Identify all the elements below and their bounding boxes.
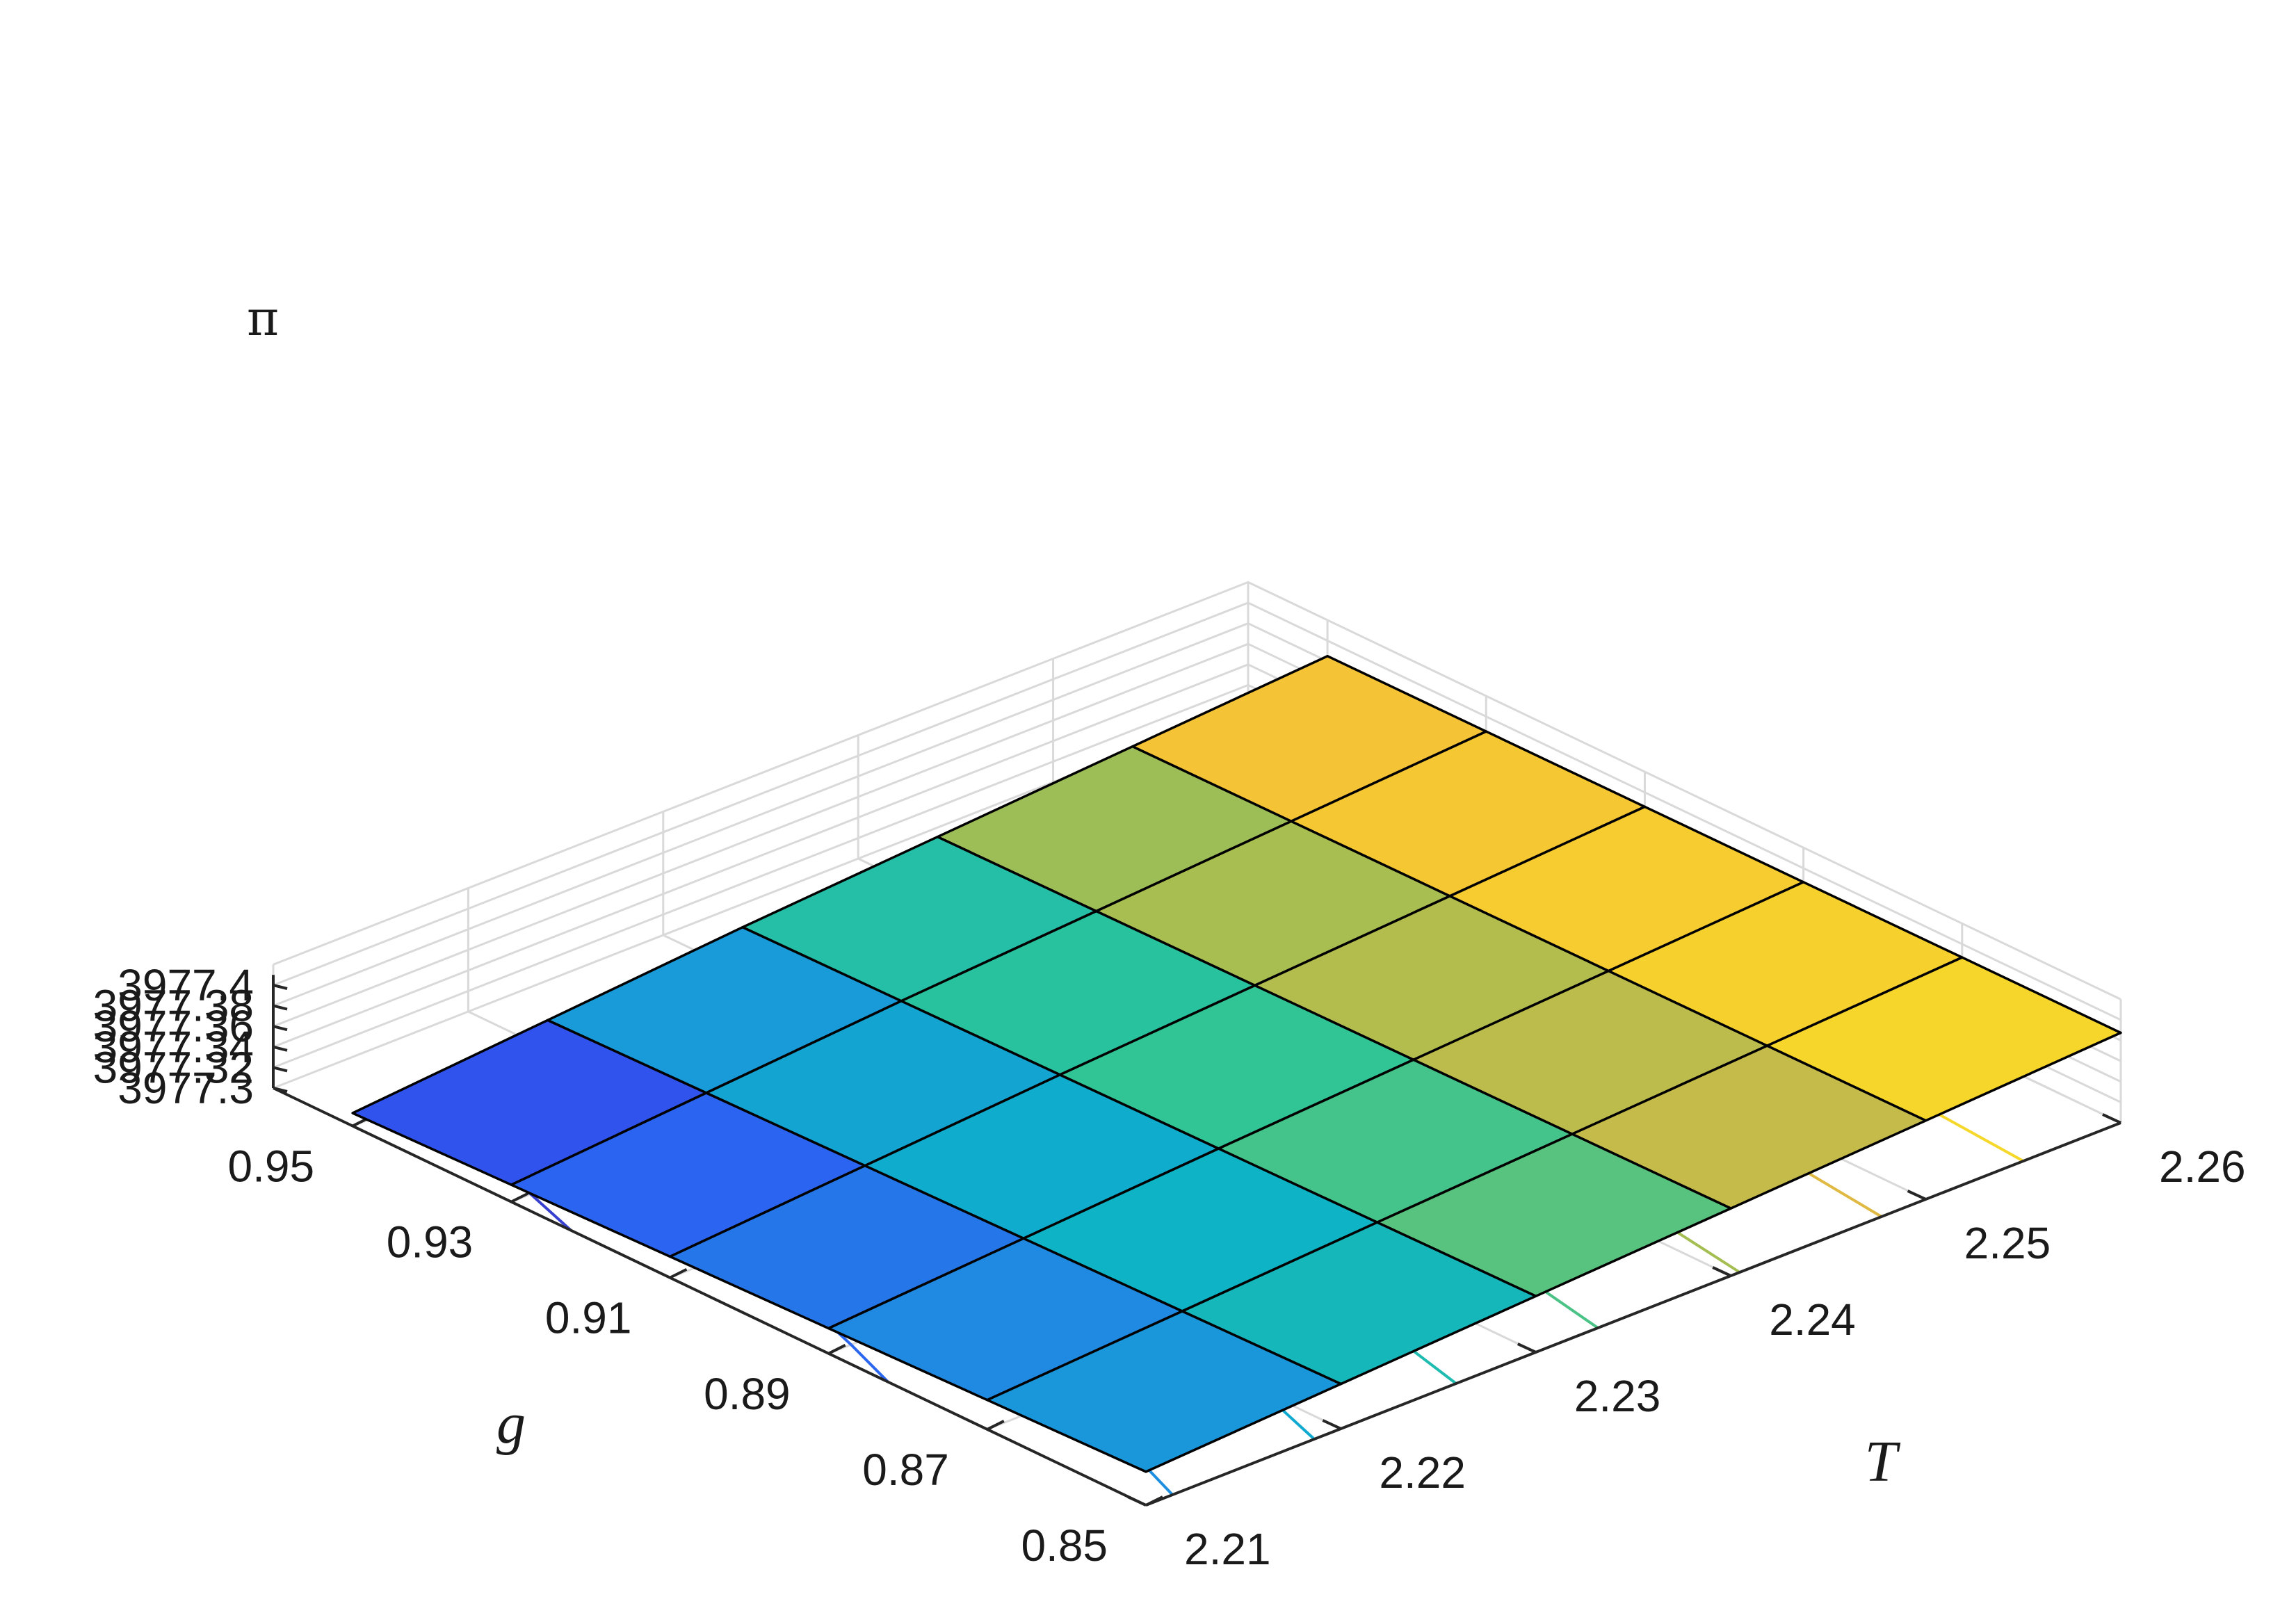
g-tick-mark <box>986 1420 1005 1431</box>
t-tick-mark <box>1322 1419 1342 1430</box>
z-tick-label: 3977.4 <box>118 960 254 1010</box>
z-tick-label: 3977.3 <box>118 1063 254 1113</box>
z-tick-mark <box>273 1004 288 1011</box>
t-tick-mark <box>2102 1113 2121 1124</box>
surface-patch <box>986 1310 1343 1473</box>
t-tick-label: 2.24 <box>1769 1295 1856 1345</box>
z-tick-mark <box>273 1066 288 1073</box>
z-tick-label: 3977.34 <box>93 1022 254 1072</box>
t-axis-label: T <box>1865 1429 1901 1494</box>
t-tick-mark <box>1517 1343 1537 1354</box>
contour-line <box>529 1193 572 1232</box>
z-tick-label: 3977.36 <box>93 1001 254 1051</box>
t-tick-label: 2.22 <box>1379 1447 1466 1498</box>
z-tick-mark <box>273 1025 288 1032</box>
surface-mesh <box>351 654 2122 1473</box>
z-tick-label: 3977.38 <box>93 981 254 1031</box>
t-axis-line <box>1145 1121 2121 1507</box>
g-axis-label: g <box>496 1391 526 1456</box>
t-tick-mark <box>1712 1266 1732 1277</box>
g-tick-label: 0.85 <box>1021 1520 1108 1571</box>
z-tick-mark <box>273 984 288 990</box>
g-tick-label: 0.93 <box>387 1217 474 1267</box>
z-tick-mark <box>273 1045 288 1052</box>
t-tick-label: 2.23 <box>1574 1371 1661 1421</box>
g-tick-label: 0.87 <box>862 1445 949 1495</box>
t-tick-label: 2.26 <box>2159 1142 2246 1192</box>
g-axis-line <box>273 1087 1147 1507</box>
z-tick-label: 3977.32 <box>93 1042 254 1092</box>
contour-line <box>850 1343 889 1384</box>
g-tick-mark <box>510 1192 529 1203</box>
g-tick-label: 0.89 <box>704 1369 791 1419</box>
t-tick-label: 2.21 <box>1184 1524 1271 1574</box>
t-tick-label: 2.25 <box>1964 1218 2051 1268</box>
t-tick-mark <box>1127 1495 1147 1507</box>
z-axis-label: π <box>247 290 279 347</box>
g-tick-label: 0.95 <box>228 1142 315 1192</box>
axis-labels: π g T <box>247 290 1901 1494</box>
g-tick-label: 0.91 <box>545 1293 632 1343</box>
g-tick-mark <box>827 1344 846 1355</box>
axes: 3977.33977.323977.343977.363977.383977.4… <box>93 960 2246 1574</box>
t-tick-mark <box>1907 1190 1927 1201</box>
g-tick-mark <box>669 1267 688 1279</box>
